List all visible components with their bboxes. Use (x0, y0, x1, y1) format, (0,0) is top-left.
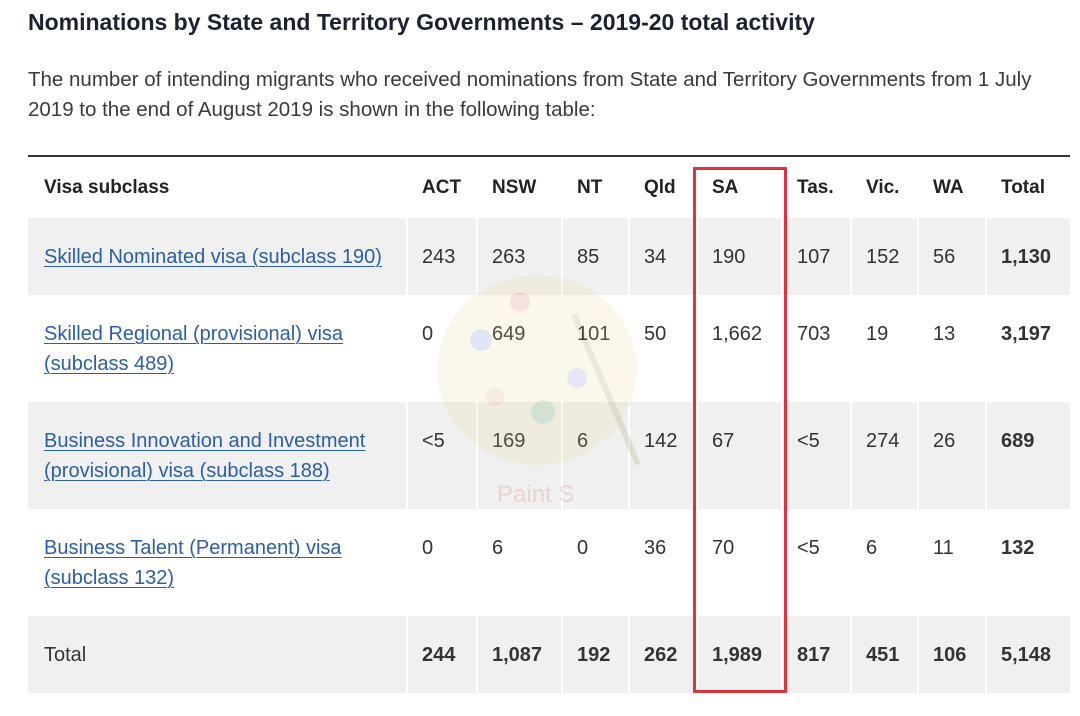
visa-link-subclass-188[interactable]: Business Innovation and Investment (prov… (44, 430, 366, 482)
cell-nt: 85 (561, 218, 628, 295)
cell-sa: 1,989 (696, 616, 781, 693)
col-header-sa: SA (696, 157, 781, 218)
cell-nt: 0 (561, 509, 628, 616)
cell-vic: 19 (850, 295, 917, 402)
col-header-nt: NT (561, 157, 628, 218)
visa-subclass-cell: Skilled Regional (provisional) visa (sub… (28, 295, 406, 402)
table-total-row: Total 244 1,087 192 262 1,989 817 451 10… (28, 616, 1070, 693)
cell-wa: 11 (917, 509, 985, 616)
visa-subclass-cell: Business Talent (Permanent) visa (subcla… (28, 509, 406, 616)
cell-nsw: 649 (476, 295, 561, 402)
cell-nsw: 6 (476, 509, 561, 616)
cell-wa: 56 (917, 218, 985, 295)
col-header-tas: Tas. (781, 157, 850, 218)
visa-link-subclass-489[interactable]: Skilled Regional (provisional) visa (sub… (44, 323, 344, 375)
visa-link-subclass-132[interactable]: Business Talent (Permanent) visa (subcla… (44, 537, 342, 589)
cell-sa: 190 (696, 218, 781, 295)
table-row-subclass-188: Business Innovation and Investment (prov… (28, 402, 1070, 509)
visa-subclass-cell: Business Innovation and Investment (prov… (28, 402, 406, 509)
cell-act: 243 (406, 218, 476, 295)
cell-nt: 101 (561, 295, 628, 402)
col-header-vic: Vic. (850, 157, 917, 218)
cell-act: <5 (406, 402, 476, 509)
cell-nsw: 263 (476, 218, 561, 295)
table-header-row: Visa subclass ACT NSW NT Qld SA Tas. Vic… (28, 157, 1070, 218)
col-header-visa-subclass: Visa subclass (28, 157, 406, 218)
total-row-label: Total (28, 616, 406, 693)
cell-act: 244 (406, 616, 476, 693)
cell-sa: 70 (696, 509, 781, 616)
table-row-subclass-132: Business Talent (Permanent) visa (subcla… (28, 509, 1070, 616)
visa-link-subclass-190[interactable]: Skilled Nominated visa (subclass 190) (44, 246, 382, 268)
cell-vic: 152 (850, 218, 917, 295)
cell-wa: 26 (917, 402, 985, 509)
cell-act: 0 (406, 509, 476, 616)
cell-sa: 67 (696, 402, 781, 509)
col-header-nsw: NSW (476, 157, 561, 218)
cell-tas: 817 (781, 616, 850, 693)
cell-nt: 192 (561, 616, 628, 693)
cell-vic: 451 (850, 616, 917, 693)
cell-nsw: 1,087 (476, 616, 561, 693)
intro-paragraph: The number of intending migrants who rec… (28, 68, 1032, 121)
col-header-wa: WA (917, 157, 985, 218)
cell-total: 132 (985, 509, 1070, 616)
cell-sa: 1,662 (696, 295, 781, 402)
cell-wa: 13 (917, 295, 985, 402)
cell-total: 689 (985, 402, 1070, 509)
page-title: Nominations by State and Territory Gover… (28, 9, 815, 35)
cell-vic: 6 (850, 509, 917, 616)
cell-total: 3,197 (985, 295, 1070, 402)
cell-qld: 142 (628, 402, 696, 509)
table-row-subclass-190: Skilled Nominated visa (subclass 190) 24… (28, 218, 1070, 295)
cell-act: 0 (406, 295, 476, 402)
cell-nt: 6 (561, 402, 628, 509)
col-header-total: Total (985, 157, 1070, 218)
cell-tas: 107 (781, 218, 850, 295)
cell-total: 5,148 (985, 616, 1070, 693)
cell-vic: 274 (850, 402, 917, 509)
nominations-table: Visa subclass ACT NSW NT Qld SA Tas. Vic… (28, 155, 1070, 693)
col-header-act: ACT (406, 157, 476, 218)
table-row-subclass-489: Skilled Regional (provisional) visa (sub… (28, 295, 1070, 402)
cell-qld: 34 (628, 218, 696, 295)
cell-qld: 50 (628, 295, 696, 402)
cell-tas: <5 (781, 509, 850, 616)
cell-tas: 703 (781, 295, 850, 402)
cell-total: 1,130 (985, 218, 1070, 295)
col-header-qld: Qld (628, 157, 696, 218)
cell-wa: 106 (917, 616, 985, 693)
cell-nsw: 169 (476, 402, 561, 509)
cell-tas: <5 (781, 402, 850, 509)
visa-subclass-cell: Skilled Nominated visa (subclass 190) (28, 218, 406, 295)
cell-qld: 262 (628, 616, 696, 693)
cell-qld: 36 (628, 509, 696, 616)
